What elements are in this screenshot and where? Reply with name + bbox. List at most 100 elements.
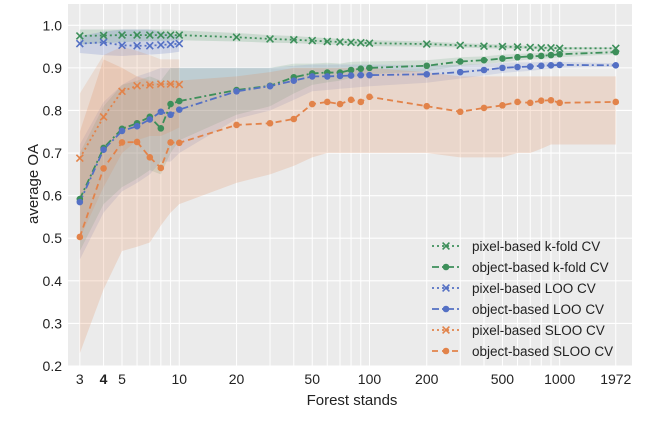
- x-tick-label: 3: [76, 371, 84, 387]
- point-object-based-k-fold-cv: [167, 100, 174, 108]
- point-object-based-loo-cv: [499, 64, 506, 72]
- legend-item: pixel-based LOO CV: [432, 281, 596, 296]
- point-object-based-sloo-cv: [266, 119, 274, 127]
- point-object-based-sloo-cv: [308, 100, 316, 108]
- y-tick-label: 0.6: [43, 188, 63, 204]
- point-pixel-based-k-fold-cv: [175, 31, 184, 40]
- point-pixel-based-k-fold-cv: [266, 34, 274, 43]
- point-object-based-sloo-cv: [290, 115, 298, 123]
- point-object-based-k-fold-cv: [423, 62, 431, 70]
- x-tick-label: 50: [304, 371, 320, 387]
- point-object-based-k-fold-cv: [347, 66, 355, 74]
- point-object-based-k-fold-cv: [480, 56, 488, 64]
- point-object-based-loo-cv: [118, 127, 126, 135]
- point-object-based-sloo-cv: [423, 102, 431, 110]
- line-object-based-k-fold-cv: [79, 51, 616, 200]
- point-object-based-sloo-cv: [357, 98, 365, 106]
- point-pixel-based-k-fold-cv: [118, 31, 126, 40]
- band-object-based-loo-cv: [79, 61, 616, 260]
- band-object-based-sloo-cv: [79, 59, 616, 354]
- point-pixel-based-k-fold-cv: [99, 31, 108, 40]
- point-pixel-based-k-fold-cv: [537, 43, 546, 52]
- legend-item: object-based k-fold CV: [432, 260, 609, 275]
- point-object-based-sloo-cv: [526, 99, 534, 107]
- legend-marker-swatch: [442, 263, 450, 271]
- point-object-based-loo-cv: [290, 77, 298, 84]
- point-pixel-based-sloo-cv: [166, 80, 175, 89]
- point-pixel-based-sloo-cv: [118, 87, 126, 96]
- point-pixel-based-k-fold-cv: [365, 39, 374, 48]
- point-object-based-sloo-cv: [100, 165, 107, 172]
- x-tick-label: 1000: [544, 371, 575, 387]
- point-object-based-sloo-cv: [76, 233, 84, 241]
- plot-background: [68, 4, 632, 366]
- point-pixel-based-k-fold-cv: [133, 31, 142, 40]
- point-pixel-based-k-fold-cv: [166, 31, 175, 40]
- legend-item: pixel-based SLOO CV: [432, 323, 605, 338]
- legend-marker-swatch: [442, 326, 450, 334]
- point-object-based-sloo-cv: [366, 93, 373, 101]
- point-pixel-based-loo-cv: [75, 39, 84, 48]
- x-tick-label: 500: [491, 371, 515, 387]
- x-tick-label: 20: [229, 371, 245, 387]
- point-object-based-k-fold-cv: [366, 64, 373, 72]
- y-tick-label: 0.4: [43, 273, 63, 289]
- point-pixel-based-loo-cv: [156, 40, 165, 49]
- point-object-based-sloo-cv: [336, 100, 344, 108]
- point-pixel-based-sloo-cv: [133, 81, 142, 90]
- point-object-based-sloo-cv: [157, 164, 165, 172]
- point-pixel-based-k-fold-cv: [547, 43, 555, 52]
- point-object-based-loo-cv: [175, 106, 183, 113]
- point-object-based-k-fold-cv: [357, 65, 365, 73]
- point-object-based-loo-cv: [266, 82, 274, 90]
- point-object-based-loo-cv: [480, 66, 488, 74]
- point-object-based-k-fold-cv: [537, 52, 545, 60]
- point-pixel-based-sloo-cv: [145, 80, 154, 89]
- point-object-based-loo-cv: [514, 63, 521, 71]
- point-object-based-sloo-cv: [175, 139, 183, 147]
- point-object-based-loo-cv: [556, 61, 563, 69]
- point-object-based-loo-cv: [76, 198, 84, 206]
- point-object-based-loo-cv: [547, 62, 555, 69]
- legend-label: object-based LOO CV: [472, 302, 604, 317]
- point-object-based-sloo-cv: [514, 98, 521, 106]
- legend-marker-swatch: [442, 242, 450, 250]
- point-pixel-based-k-fold-cv: [156, 31, 165, 40]
- y-tick-label: 0.7: [43, 145, 63, 161]
- legend-item: object-based LOO CV: [432, 302, 604, 317]
- point-pixel-based-k-fold-cv: [480, 42, 488, 51]
- point-object-based-loo-cv: [526, 63, 534, 70]
- point-pixel-based-loo-cv: [99, 38, 108, 47]
- legend-marker-swatch: [442, 347, 450, 355]
- point-object-based-sloo-cv: [537, 97, 545, 104]
- x-tick-label: 1972: [600, 371, 631, 387]
- point-pixel-based-k-fold-cv: [336, 37, 344, 46]
- point-object-based-k-fold-cv: [514, 53, 521, 61]
- legend-label: pixel-based k-fold CV: [472, 239, 600, 254]
- point-object-based-loo-cv: [133, 122, 141, 130]
- point-object-based-k-fold-cv: [547, 51, 555, 59]
- point-pixel-based-loo-cv: [166, 40, 175, 49]
- point-object-based-sloo-cv: [612, 98, 620, 106]
- point-object-based-sloo-cv: [556, 99, 563, 107]
- x-axis-label: Forest stands: [307, 392, 398, 409]
- legend-item: object-based SLOO CV: [432, 344, 613, 359]
- point-object-based-loo-cv: [323, 73, 331, 80]
- point-object-based-loo-cv: [167, 111, 174, 119]
- point-pixel-based-k-fold-cv: [498, 42, 507, 51]
- y-axis-ticks: 0.2 0.3 0.4 0.5 0.6 0.7 0.8 0.9 1.0: [43, 17, 63, 374]
- y-tick-label: 0.9: [43, 60, 63, 76]
- point-pixel-based-k-fold-cv: [555, 44, 564, 53]
- line-pixel-based-loo-cv: [79, 41, 180, 47]
- point-pixel-based-k-fold-cv: [526, 43, 535, 52]
- point-pixel-based-k-fold-cv: [232, 33, 241, 42]
- point-object-based-loo-cv: [308, 73, 316, 80]
- point-object-based-loo-cv: [537, 62, 545, 70]
- point-object-based-loo-cv: [456, 68, 464, 76]
- x-axis-ticks: 3 4 5 10 20 50 100 200 500 1000 1972: [76, 371, 632, 387]
- point-object-based-k-fold-cv: [612, 48, 620, 56]
- point-pixel-based-k-fold-cv: [145, 31, 154, 40]
- y-tick-label: 0.2: [43, 358, 63, 374]
- point-pixel-based-k-fold-cv: [356, 38, 365, 47]
